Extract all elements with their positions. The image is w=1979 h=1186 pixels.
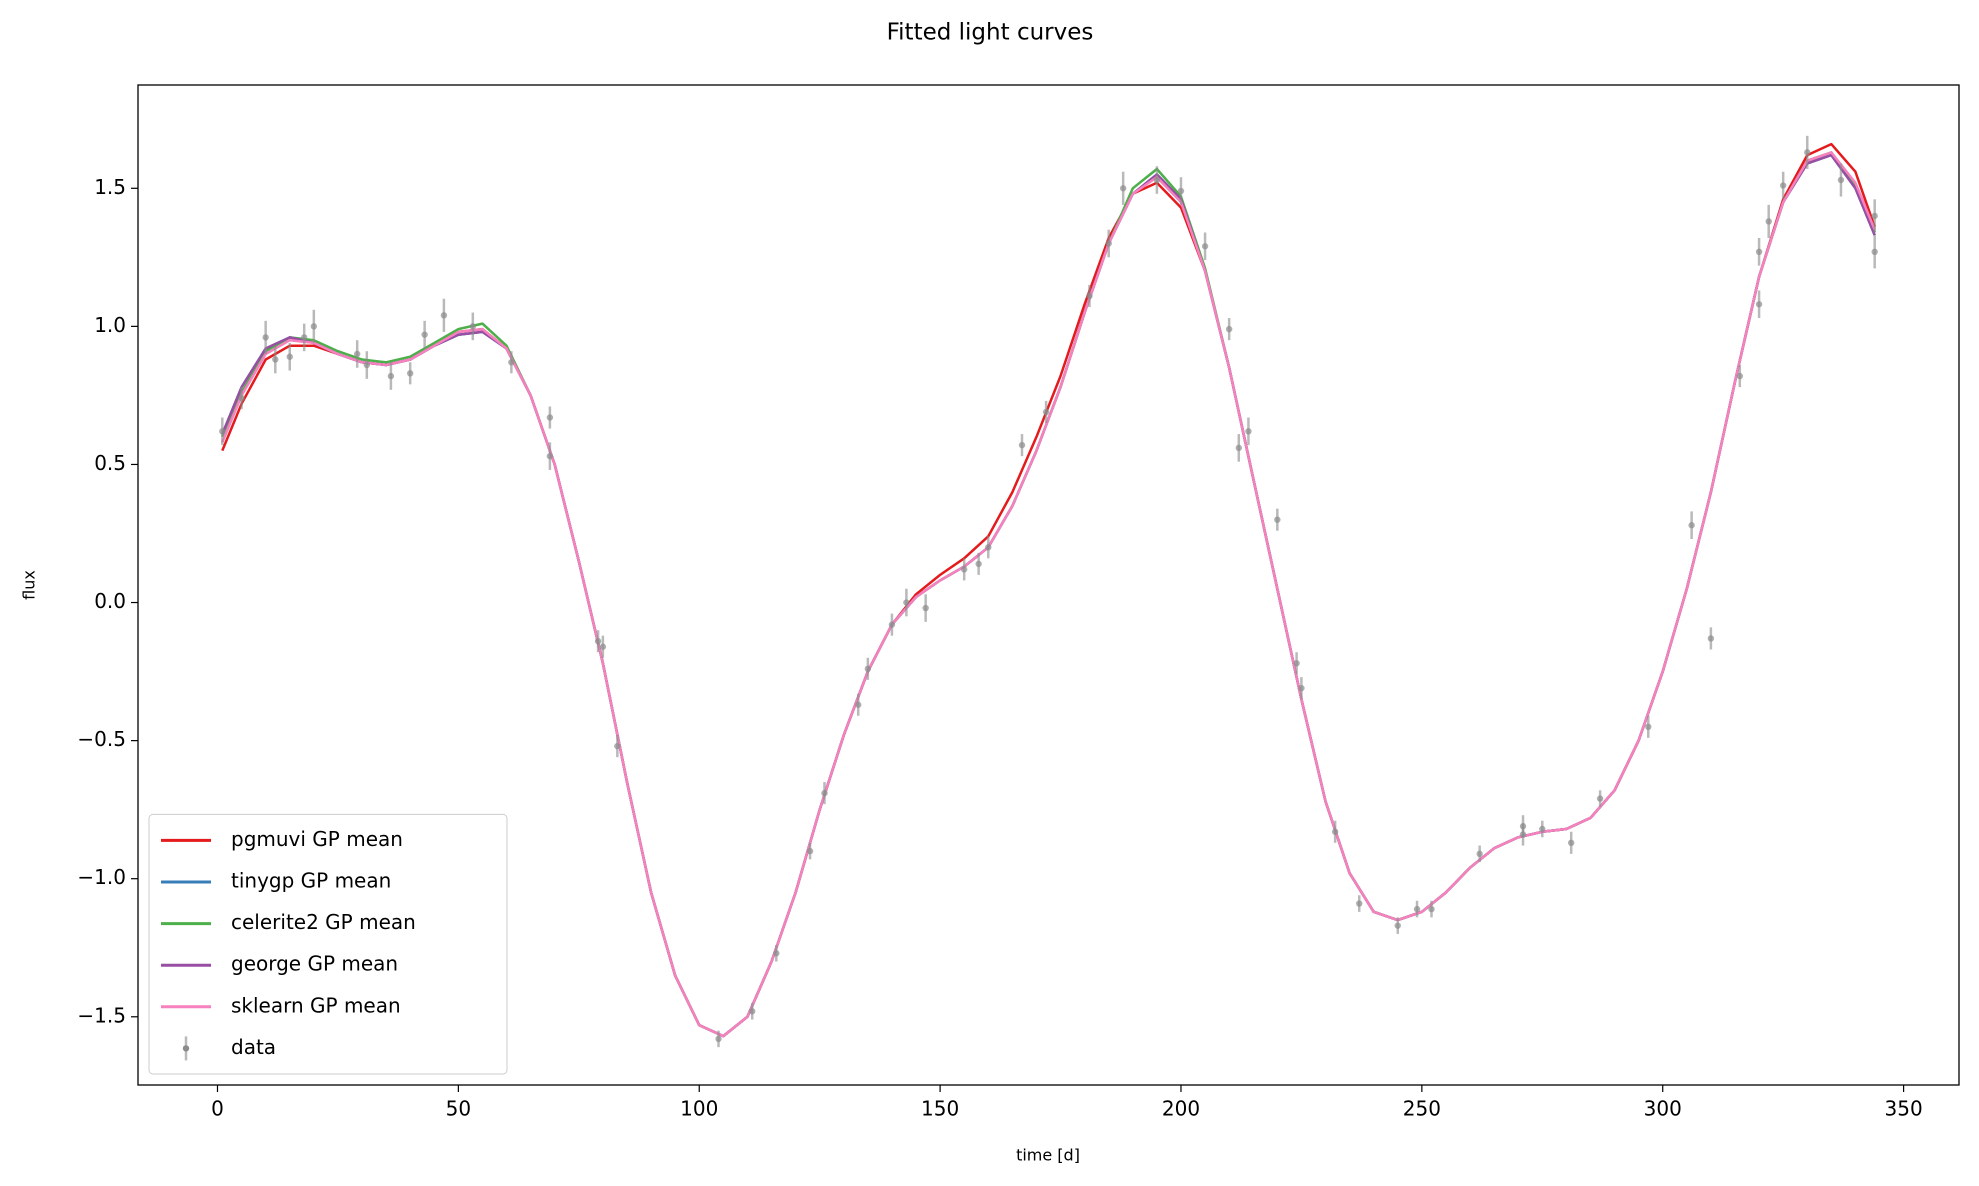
data-point: [773, 950, 780, 957]
data-point: [469, 323, 477, 330]
data-point: [888, 621, 896, 628]
data-point: [1476, 850, 1483, 858]
x-tick-label: 250: [1403, 1097, 1441, 1121]
data-point: [1428, 905, 1435, 913]
data-point: [508, 359, 515, 366]
data-point: [262, 334, 269, 341]
data-point: [821, 789, 828, 797]
data-point: [1837, 176, 1845, 184]
data-point: [238, 394, 245, 402]
data-point: [219, 428, 226, 435]
data-point: [1298, 684, 1305, 692]
data-point: [1539, 825, 1546, 833]
data-point: [301, 334, 308, 341]
legend-label: pgmuvi GP mean: [231, 827, 403, 851]
x-tick-label: 100: [680, 1097, 718, 1121]
data-point: [715, 1035, 722, 1043]
data-point: [406, 370, 414, 377]
x-tick-label: 50: [446, 1097, 471, 1121]
y-tick-label: −0.5: [77, 727, 126, 751]
data-point: [1201, 243, 1209, 250]
data-point: [1755, 301, 1763, 308]
data-point: [985, 544, 992, 551]
data-point: [855, 701, 862, 708]
data-point: [1765, 218, 1772, 225]
data-point: [1736, 372, 1744, 380]
data-point: [1871, 248, 1878, 256]
legend-swatch: [182, 1045, 190, 1052]
y-tick-label: 1.0: [94, 313, 126, 337]
data-point: [310, 323, 318, 330]
data-point: [922, 604, 929, 612]
data-point: [1177, 187, 1185, 195]
data-point: [1413, 905, 1421, 913]
data-point: [353, 350, 361, 358]
data-point: [421, 331, 428, 338]
data-point: [864, 665, 872, 673]
data-point: [1394, 922, 1401, 929]
y-tick-label: −1.5: [77, 1003, 126, 1027]
data-point: [1153, 176, 1161, 184]
data-point: [594, 637, 602, 645]
data-point: [546, 414, 554, 421]
data-point: [546, 452, 554, 460]
data-point: [903, 599, 910, 606]
data-point: [363, 361, 371, 369]
data-point: [1645, 723, 1652, 731]
data-point: [975, 560, 982, 568]
data-point: [1245, 428, 1252, 435]
data-point: [1274, 516, 1281, 523]
data-point: [1519, 823, 1527, 830]
data-point: [749, 1008, 756, 1015]
data-point: [1356, 900, 1363, 907]
data-point: [1755, 248, 1763, 256]
data-point: [1235, 444, 1242, 452]
data-point: [1086, 292, 1093, 300]
legend-label: sklearn GP mean: [231, 993, 401, 1017]
legend-label: data: [231, 1035, 276, 1059]
data-point: [286, 353, 293, 360]
data-point: [1119, 185, 1127, 192]
data-point: [1225, 325, 1233, 333]
x-tick-label: 350: [1885, 1097, 1923, 1121]
data-point: [1018, 441, 1026, 449]
data-point: [1707, 635, 1715, 642]
y-axis-label: flux: [20, 570, 39, 600]
data-point: [1331, 828, 1339, 835]
data-point: [440, 312, 448, 319]
y-tick-label: 0.5: [94, 451, 126, 475]
data-point: [960, 566, 968, 573]
data-point: [1596, 795, 1604, 802]
legend-label: george GP mean: [231, 952, 398, 976]
x-tick-label: 0: [211, 1097, 224, 1121]
data-point: [1567, 839, 1575, 847]
data-point: [599, 643, 607, 650]
data-point: [806, 847, 814, 855]
x-tick-label: 200: [1162, 1097, 1200, 1121]
data-point: [1871, 212, 1878, 220]
data-point: [1105, 240, 1112, 247]
data-point: [387, 372, 395, 380]
y-tick-label: 0.0: [94, 589, 126, 613]
legend-label: tinygp GP mean: [231, 869, 391, 893]
data-point: [1293, 660, 1300, 667]
data-point: [1804, 149, 1811, 156]
data-point: [614, 742, 621, 750]
y-tick-label: 1.5: [94, 175, 126, 199]
data-point: [1042, 408, 1050, 416]
x-tick-label: 150: [921, 1097, 959, 1121]
series-line: [221, 151, 1876, 1038]
data-point: [1688, 522, 1695, 529]
data-point: [272, 356, 279, 363]
legend-box: [148, 813, 508, 1075]
chart-title: Fitted light curves: [887, 20, 1094, 46]
x-tick-label: 300: [1644, 1097, 1682, 1121]
y-tick-label: −1.0: [77, 865, 126, 889]
legend-label: celerite2 GP mean: [231, 910, 416, 934]
x-axis-label: time [d]: [1016, 1146, 1080, 1165]
data-point: [1779, 182, 1787, 189]
plot-frame: [137, 84, 1960, 1086]
